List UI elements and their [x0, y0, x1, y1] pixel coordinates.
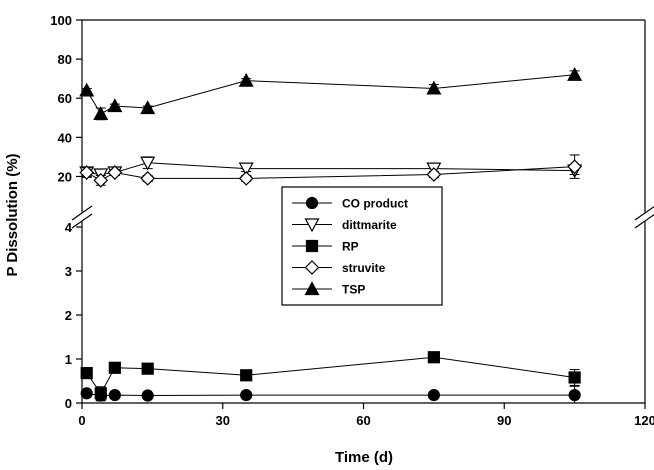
data-point [93, 106, 109, 120]
series-line [86, 356, 575, 395]
series-co-product [80, 385, 581, 404]
data-point [140, 171, 156, 186]
data-point [140, 100, 156, 115]
data-point [567, 66, 583, 81]
series-rp [80, 351, 581, 401]
legend-label: RP [342, 240, 359, 254]
y-tick-label: 3 [65, 264, 72, 279]
data-point [79, 82, 95, 97]
data-point [140, 156, 156, 171]
data-point [427, 351, 440, 364]
x-tick-label: 60 [356, 413, 370, 428]
axis-break-mark [634, 213, 654, 229]
data-point [240, 388, 253, 402]
legend-marker [305, 196, 319, 210]
y-tick-label: 40 [58, 130, 72, 145]
series-tsp [79, 66, 583, 121]
data-point [427, 388, 440, 402]
x-tick-label: 120 [634, 413, 654, 428]
data-point [238, 171, 254, 186]
series-struvite [79, 154, 582, 188]
x-tick-label: 0 [78, 413, 85, 428]
data-point [80, 366, 93, 380]
legend-marker [304, 218, 320, 233]
data-point [238, 162, 254, 177]
axis-break-mark [71, 205, 93, 221]
y-tick-label: 4 [65, 220, 73, 235]
series-line [86, 74, 575, 115]
data-point [79, 165, 95, 180]
data-point [568, 388, 581, 402]
data-point [141, 389, 154, 402]
data-point [238, 72, 254, 87]
legend-label: TSP [342, 283, 365, 297]
x-tick-label: 30 [216, 413, 230, 428]
data-point [426, 167, 442, 182]
data-point [107, 165, 123, 180]
legend-marker [305, 239, 319, 253]
x-axis-title: Time (d) [335, 449, 393, 466]
legend-label: dittmarite [342, 218, 397, 232]
axis-break-mark [71, 213, 93, 229]
data-point [107, 98, 123, 113]
data-point [141, 362, 154, 375]
data-point [567, 159, 582, 175]
data-point [568, 371, 581, 384]
data-point [108, 388, 121, 402]
series-line [86, 162, 575, 175]
data-point [108, 361, 121, 374]
y-tick-label: 1 [65, 352, 72, 367]
y-tick-label: 60 [58, 91, 72, 106]
series-line [86, 392, 575, 397]
axis-break-mark [634, 205, 654, 221]
legend-marker [304, 281, 320, 296]
y-tick-label: 20 [58, 169, 72, 184]
series-layer [79, 66, 583, 404]
y-tick-label: 80 [58, 52, 72, 67]
data-point [240, 369, 253, 382]
legend-marker [304, 260, 320, 275]
ticks: 0 30 60 90 120 0 1 2 3 4 20 40 60 80 100 [50, 13, 654, 428]
data-point [80, 387, 93, 400]
x-tick-label: 90 [497, 413, 511, 428]
y-tick-label: 100 [50, 13, 72, 28]
data-point [93, 173, 109, 188]
y-axis-title: P Dissolution (%) [4, 153, 21, 276]
y-tick-label: 0 [65, 396, 72, 411]
legend-label: struvite [342, 261, 386, 275]
y-tick-label: 2 [65, 308, 72, 323]
data-point [426, 80, 442, 95]
legend: CO product dittmarite RP struvite TSP [281, 186, 443, 306]
data-point [94, 387, 107, 400]
series-dittmarite [79, 156, 583, 183]
legend-label: CO product [342, 197, 408, 211]
